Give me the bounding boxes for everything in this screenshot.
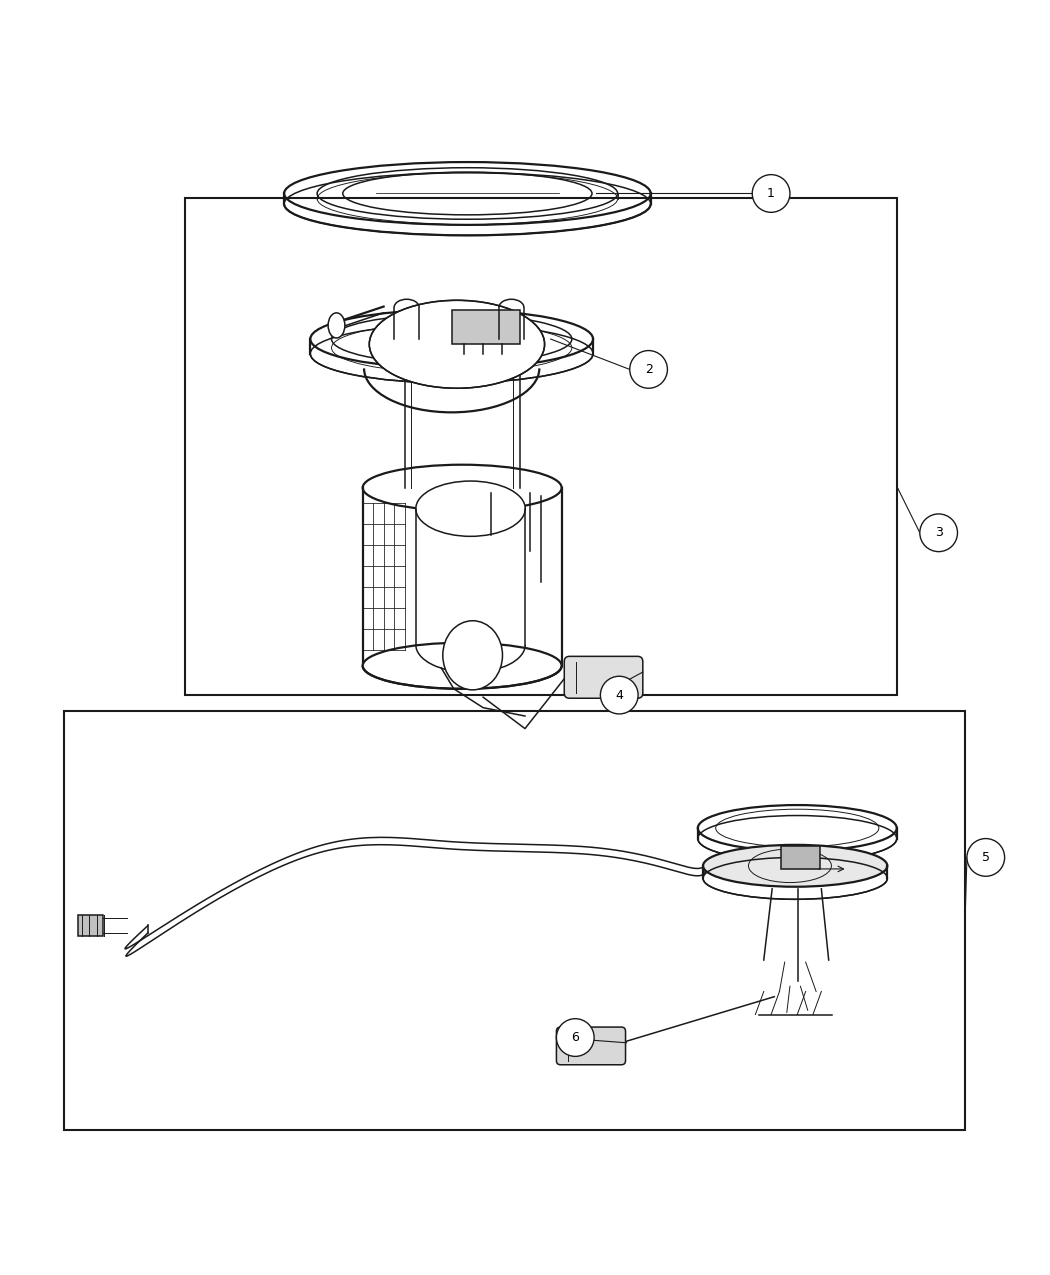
Ellipse shape bbox=[370, 301, 545, 389]
Text: 4: 4 bbox=[615, 688, 624, 701]
Polygon shape bbox=[78, 915, 103, 936]
Bar bbox=[185, 198, 897, 695]
Circle shape bbox=[752, 175, 790, 213]
Text: 5: 5 bbox=[982, 850, 990, 864]
Circle shape bbox=[967, 839, 1005, 876]
Circle shape bbox=[920, 514, 958, 552]
Bar bbox=[64, 710, 965, 1130]
Circle shape bbox=[601, 676, 638, 714]
Ellipse shape bbox=[443, 621, 503, 690]
Ellipse shape bbox=[328, 312, 344, 338]
Circle shape bbox=[630, 351, 668, 389]
Ellipse shape bbox=[416, 481, 525, 537]
FancyBboxPatch shape bbox=[564, 657, 643, 699]
Text: 2: 2 bbox=[645, 363, 652, 376]
Text: 1: 1 bbox=[768, 187, 775, 200]
Ellipse shape bbox=[362, 464, 562, 511]
Bar bbox=[780, 845, 820, 870]
Text: 3: 3 bbox=[934, 527, 943, 539]
Text: 6: 6 bbox=[571, 1031, 580, 1044]
Polygon shape bbox=[452, 310, 520, 344]
Ellipse shape bbox=[362, 643, 562, 689]
Circle shape bbox=[556, 1019, 594, 1057]
FancyBboxPatch shape bbox=[556, 1028, 626, 1065]
Ellipse shape bbox=[704, 845, 887, 886]
